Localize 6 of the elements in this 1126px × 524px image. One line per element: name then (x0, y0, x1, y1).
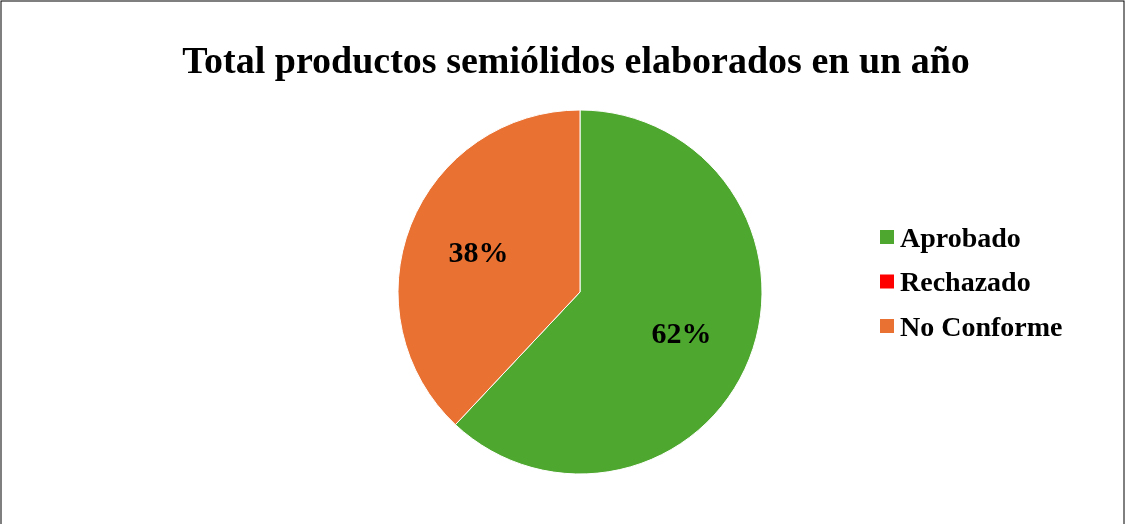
chart-title: Total productos semiólidos elaborados en un año (182, 39, 970, 81)
data-label: 38% (448, 235, 509, 269)
legend-label: Aprobado (900, 221, 1021, 253)
legend-label: Rechazado (900, 266, 1031, 298)
data-label: 62% (651, 315, 712, 349)
legend-label: No Conforme (900, 310, 1063, 342)
